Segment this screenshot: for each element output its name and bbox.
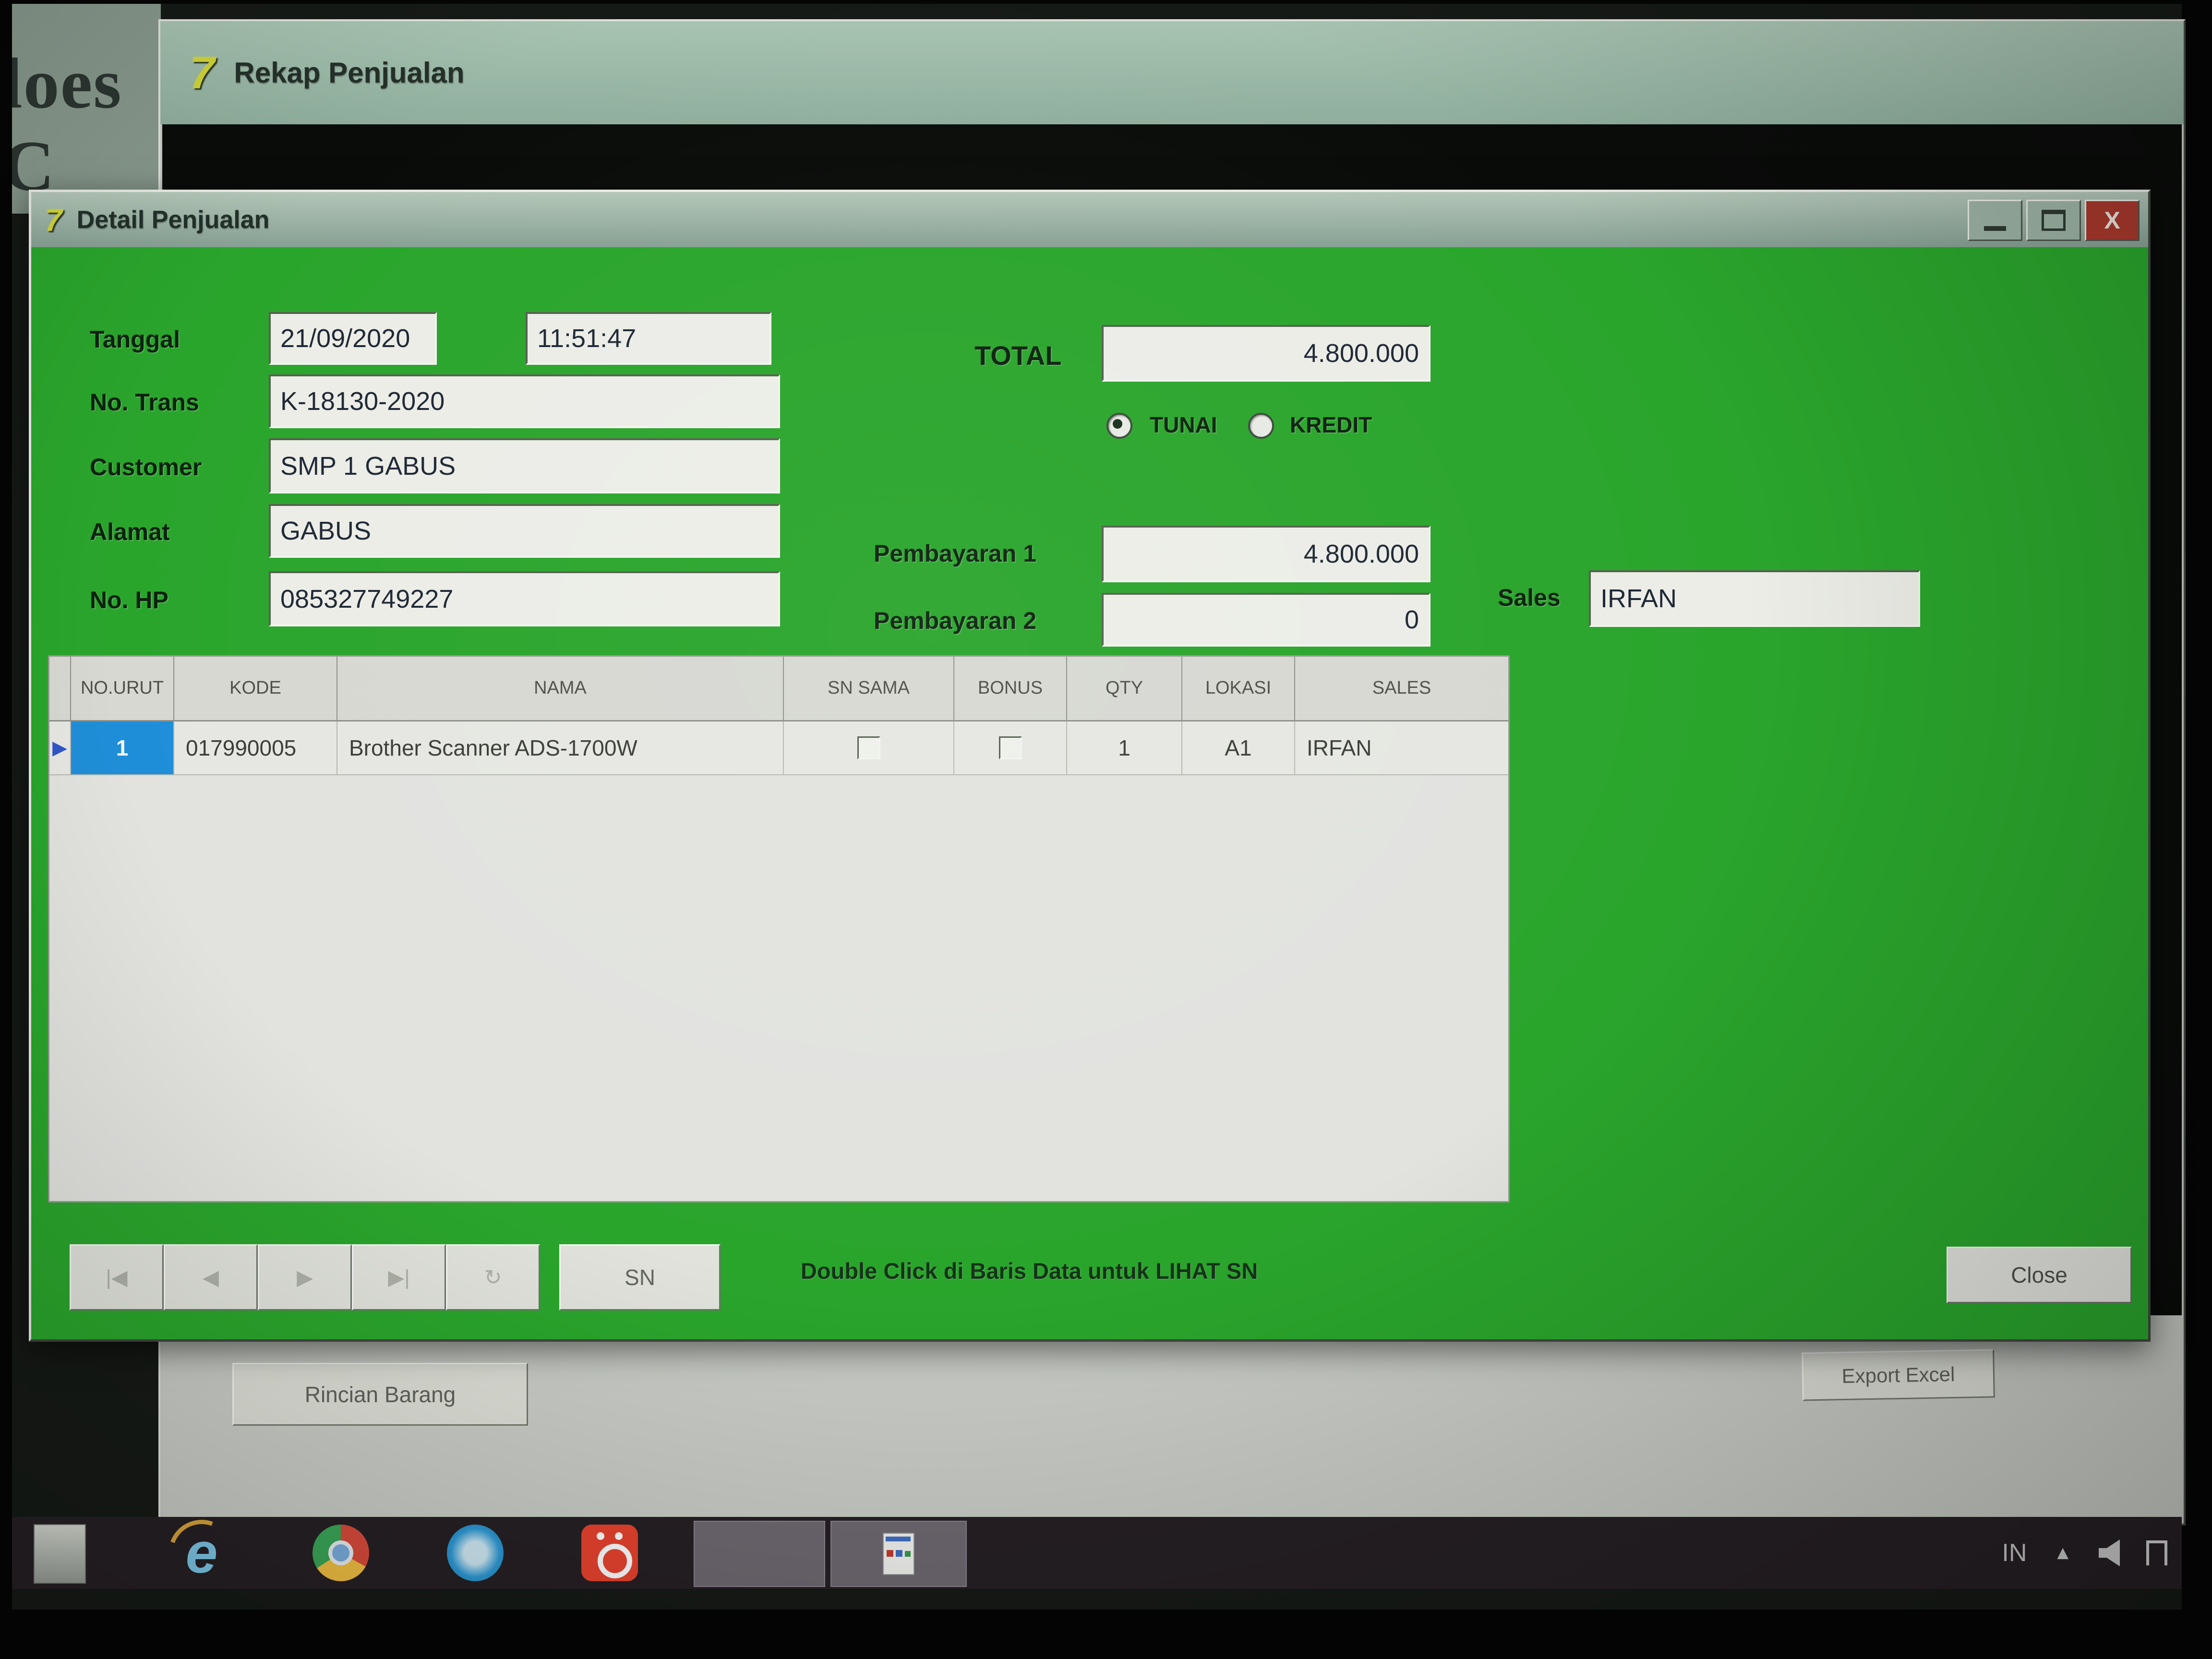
table-row-no-urut[interactable]: 1 — [71, 721, 174, 775]
rekap-window-title: Rekap Penjualan — [234, 57, 465, 89]
table-row-sn-sama[interactable] — [784, 721, 954, 775]
nav-refresh-button[interactable]: ↻ — [446, 1244, 540, 1310]
tanggal-date-field[interactable]: 21/09/2020 — [269, 312, 437, 365]
alamat-label: Alamat — [90, 518, 170, 545]
table-row-bonus[interactable] — [954, 721, 1067, 775]
table-row-qty[interactable]: 1 — [1067, 721, 1182, 775]
grid-header-no-urut: NO.URUT — [71, 657, 174, 721]
close-button[interactable]: Close — [1947, 1247, 2132, 1303]
pembayaran1-field[interactable]: 4.800.000 — [1102, 526, 1431, 582]
grid-header-qty: QTY — [1067, 657, 1182, 721]
wallpaper-text: loes C — [12, 44, 122, 206]
no-hp-label: No. HP — [90, 586, 168, 613]
desktop-wallpaper: loes C — [12, 4, 161, 214]
blue-disc-icon — [447, 1525, 504, 1581]
footer-bar: |◀ ◀ ▶ ▶| ↻ SN Double Click di Baris Dat… — [40, 1231, 2138, 1330]
total-field[interactable]: 4.800.000 — [1102, 325, 1431, 382]
table-row-nama[interactable]: Brother Scanner ADS-1700W — [337, 721, 784, 775]
tunai-label[interactable]: TUNAI — [1150, 412, 1217, 437]
app-logo-icon: 7 — [45, 202, 62, 238]
grid-header-nama: NAMA — [337, 657, 784, 721]
detail-window-title: Detail Penjualan — [76, 205, 270, 234]
red-dot-icon — [597, 1532, 604, 1540]
taskbar-window-button-document[interactable] — [830, 1521, 967, 1587]
red-app-icon[interactable] — [578, 1522, 641, 1584]
customer-label: Customer — [90, 453, 202, 481]
export-excel-button[interactable]: Export Excel — [1802, 1349, 1995, 1401]
kredit-label[interactable]: KREDIT — [1290, 412, 1372, 437]
document-titlebar-icon — [886, 1537, 911, 1541]
kredit-radio[interactable] — [1248, 413, 1274, 439]
language-indicator[interactable]: IN — [2002, 1539, 2027, 1567]
grid-header-sn-sama: SN SAMA — [784, 657, 954, 721]
document-mark-icon — [905, 1551, 911, 1557]
double-click-hint: Double Click di Baris Data untuk LIHAT S… — [801, 1258, 1258, 1284]
rekap-title-bar[interactable]: 7 Rekap Penjualan — [160, 21, 2184, 124]
internet-explorer-icon[interactable]: e — [157, 1509, 246, 1597]
bonus-checkbox[interactable] — [998, 736, 1022, 759]
system-tray: IN ▲ — [2002, 1517, 2167, 1589]
rincian-barang-button[interactable]: Rincian Barang — [232, 1363, 528, 1426]
app-logo-icon: 7 — [189, 47, 215, 98]
hidden-icons-arrow-icon[interactable]: ▲ — [2053, 1542, 2072, 1563]
close-icon: X — [2104, 207, 2120, 234]
nav-next-button[interactable]: ▶ — [258, 1244, 352, 1310]
tunai-radio-dot — [1113, 419, 1122, 429]
alamat-field[interactable]: GABUS — [269, 504, 780, 558]
customer-field[interactable]: SMP 1 GABUS — [269, 438, 780, 493]
taskbar-app-tile-icon[interactable] — [34, 1524, 86, 1584]
grid-header-indicator — [49, 657, 71, 721]
total-label: TOTAL — [974, 340, 1062, 371]
table-row-kode[interactable]: 017990005 — [174, 721, 337, 775]
action-center-flag-icon[interactable] — [2146, 1540, 2167, 1565]
ie-e-icon: e — [185, 1521, 218, 1585]
row-indicator-cell: ▶ — [49, 721, 71, 775]
taskbar: e IN ▲ — [12, 1509, 2182, 1597]
sn-button[interactable]: SN — [559, 1244, 721, 1310]
no-hp-field[interactable]: 085327749227 — [269, 571, 780, 626]
ie-ring-icon — [157, 1509, 246, 1597]
document-mark-icon — [896, 1550, 902, 1557]
grid-header-sales: SALES — [1295, 657, 1508, 721]
tanggal-time-field[interactable]: 11:51:47 — [526, 312, 771, 365]
no-trans-field[interactable]: K-18130-2020 — [269, 374, 780, 428]
sales-field[interactable]: IRFAN — [1589, 570, 1920, 627]
detail-penjualan-window: 7 Detail Penjualan X Tanggal 21/09/2020 … — [29, 190, 2151, 1342]
chrome-disc-icon — [313, 1525, 369, 1581]
detail-title-bar[interactable]: 7 Detail Penjualan — [31, 192, 2148, 247]
pembayaran2-field[interactable]: 0 — [1102, 593, 1431, 647]
document-icon — [883, 1533, 914, 1575]
document-mark-icon — [887, 1550, 893, 1557]
grid-header-kode: KODE — [174, 657, 337, 721]
pembayaran2-label: Pembayaran 2 — [874, 607, 1037, 634]
red-dot-icon — [615, 1532, 623, 1540]
items-grid: NO.URUT KODE NAMA SN SAMA BONUS QTY LOKA… — [48, 655, 1510, 1202]
volume-icon[interactable] — [2099, 1539, 2120, 1566]
tanggal-label: Tanggal — [90, 326, 180, 353]
no-trans-label: No. Trans — [90, 389, 199, 416]
blue-app-icon[interactable] — [444, 1522, 506, 1584]
chrome-hub-icon — [328, 1540, 353, 1565]
pembayaran1-label: Pembayaran 1 — [874, 540, 1037, 567]
nav-last-button[interactable]: ▶| — [352, 1244, 446, 1310]
red-square-icon — [581, 1525, 638, 1581]
minimize-button[interactable] — [1968, 200, 2022, 241]
minimize-icon — [1984, 226, 2006, 231]
tunai-radio[interactable] — [1106, 413, 1132, 439]
nav-previous-button[interactable]: ◀ — [164, 1244, 258, 1310]
table-row-sales[interactable]: IRFAN — [1295, 721, 1508, 775]
close-window-button[interactable]: X — [2085, 200, 2140, 241]
sales-label: Sales — [1498, 584, 1561, 611]
maximize-icon — [2042, 210, 2066, 231]
sn-sama-checkbox[interactable] — [857, 736, 880, 759]
maximize-button[interactable] — [2026, 200, 2081, 241]
current-row-arrow-icon: ▶ — [52, 737, 67, 758]
taskbar-window-button[interactable] — [694, 1521, 825, 1587]
grid-header-bonus: BONUS — [954, 657, 1067, 721]
grid-header-lokasi: LOKASI — [1182, 657, 1295, 721]
table-row-lokasi[interactable]: A1 — [1182, 721, 1295, 775]
red-ring-icon — [598, 1544, 632, 1578]
nav-first-button[interactable]: |◀ — [70, 1244, 164, 1310]
chrome-icon[interactable] — [310, 1522, 372, 1584]
